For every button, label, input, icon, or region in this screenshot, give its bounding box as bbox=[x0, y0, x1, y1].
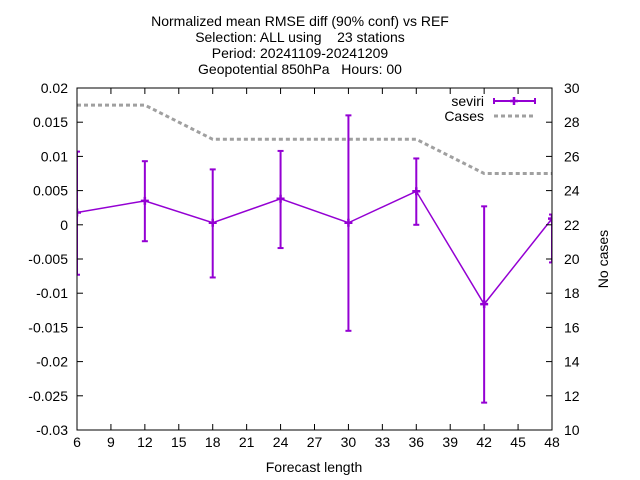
data-point bbox=[208, 218, 217, 227]
y2-tick-label: 26 bbox=[564, 148, 580, 164]
y-tick-label: 0.015 bbox=[33, 114, 68, 130]
x-tick-label: 27 bbox=[307, 434, 323, 450]
data-point bbox=[140, 196, 149, 205]
data-point bbox=[480, 300, 489, 309]
title-line-4: Geopotential 850hPa Hours: 00 bbox=[198, 61, 402, 77]
y2-tick-label: 28 bbox=[564, 114, 580, 130]
legend-label-cases: Cases bbox=[444, 108, 484, 124]
x-tick-label: 21 bbox=[239, 434, 255, 450]
y2-tick-label: 18 bbox=[564, 285, 580, 301]
y2-tick-label: 10 bbox=[564, 422, 580, 438]
y-tick-label: -0.015 bbox=[28, 319, 68, 335]
data-point bbox=[77, 208, 81, 217]
series-line-cases bbox=[77, 103, 552, 175]
y-tick-label: 0 bbox=[60, 217, 68, 233]
plot-area bbox=[77, 103, 552, 404]
title-line-1: Normalized mean RMSE diff (90% conf) vs … bbox=[151, 13, 449, 29]
y2-tick-label: 12 bbox=[564, 388, 580, 404]
legend-label-seviri: seviri bbox=[451, 93, 484, 109]
x-axis-label: Forecast length bbox=[266, 459, 363, 475]
y2-tick-label: 24 bbox=[564, 183, 580, 199]
data-point bbox=[276, 194, 285, 203]
title-line-3: Period: 20241109-20241209 bbox=[212, 45, 389, 61]
y2-axis-label: No cases bbox=[595, 230, 611, 288]
data-point bbox=[412, 187, 421, 196]
series-layer bbox=[77, 103, 552, 404]
x-tick-label: 18 bbox=[205, 434, 221, 450]
y2-tick-label: 16 bbox=[564, 319, 580, 335]
y-tick-label: -0.02 bbox=[36, 354, 68, 370]
x-tick-label: 36 bbox=[408, 434, 424, 450]
x-tick-label: 12 bbox=[137, 434, 153, 450]
legend-point-seviri bbox=[510, 97, 518, 105]
y2-tick-label: 14 bbox=[564, 354, 580, 370]
x-tick-label: 15 bbox=[171, 434, 187, 450]
y-tick-label: -0.005 bbox=[28, 251, 68, 267]
title-line-2: Selection: ALL using 23 stations bbox=[195, 29, 405, 45]
x-tick-label: 33 bbox=[375, 434, 391, 450]
x-tick-label: 42 bbox=[476, 434, 492, 450]
x-tick-label: 48 bbox=[544, 434, 560, 450]
x-tick-label: 6 bbox=[73, 434, 81, 450]
x-tick-label: 9 bbox=[107, 434, 115, 450]
y-tick-label: -0.03 bbox=[36, 422, 68, 438]
chart-title: Normalized mean RMSE diff (90% conf) vs … bbox=[151, 13, 449, 77]
data-point bbox=[548, 214, 552, 223]
legend: seviri Cases bbox=[444, 93, 536, 124]
y2-tick-label: 20 bbox=[564, 251, 580, 267]
y2-tick-label: 22 bbox=[564, 217, 580, 233]
y-tick-label: -0.01 bbox=[36, 285, 68, 301]
y-tick-label: 0.02 bbox=[41, 80, 68, 96]
series-line-seviri bbox=[77, 190, 552, 306]
data-point bbox=[344, 218, 353, 227]
y-tick-label: -0.025 bbox=[28, 388, 68, 404]
y-tick-label: 0.005 bbox=[33, 183, 68, 199]
x-tick-label: 39 bbox=[442, 434, 458, 450]
y-tick-label: 0.01 bbox=[41, 148, 68, 164]
x-tick-label: 24 bbox=[273, 434, 289, 450]
x-tick-label: 45 bbox=[510, 434, 526, 450]
axes-layer: 6 9 12 15 18 21 24 27 30 33 36 39 42 45 48 -0.03 -0.025 -… bbox=[28, 80, 579, 450]
y2-tick-label: 30 bbox=[564, 80, 580, 96]
x-tick-label: 30 bbox=[341, 434, 357, 450]
